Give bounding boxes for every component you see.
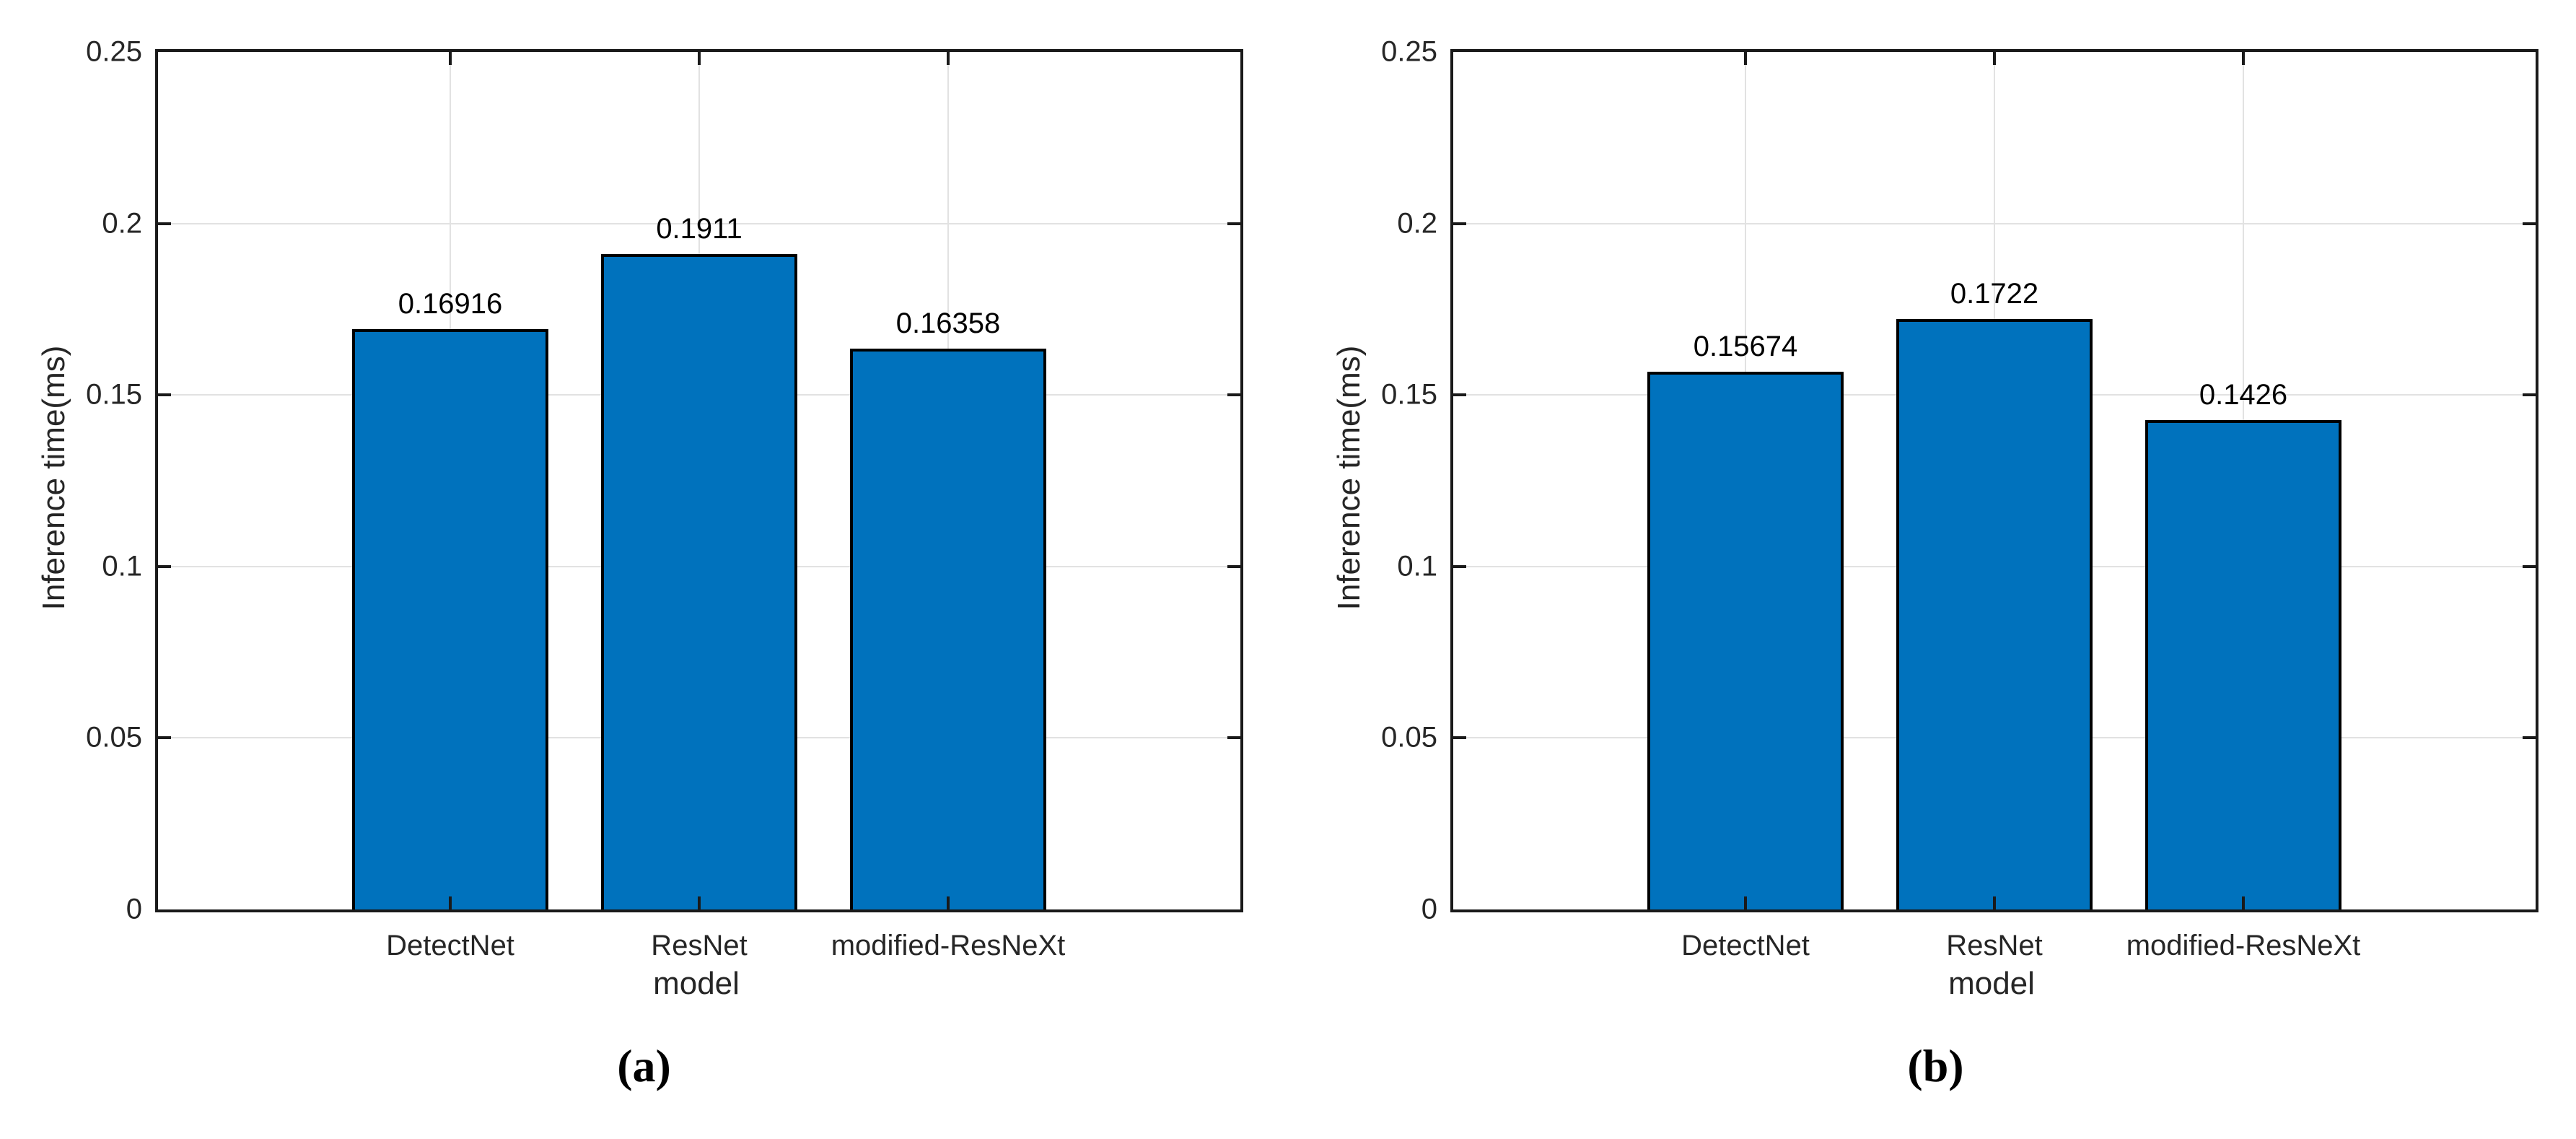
chart-a: Inference time(ms) 0.25 0.2 0.15 0.1 0.05 0 0.…: [36, 36, 1243, 1091]
bar-value-label: 0.1722: [1950, 277, 2039, 310]
y-tick-label: 0.25: [86, 35, 142, 68]
x-tick: [1744, 52, 1747, 65]
bar-value-label: 0.1426: [2199, 379, 2288, 411]
y-tick: [1227, 222, 1240, 225]
x-tick: [2242, 52, 2245, 65]
x-tick-label: ResNet: [1946, 930, 2043, 961]
bar: [850, 348, 1046, 909]
x-tick: [947, 896, 950, 909]
y-tick-label: 0.15: [1381, 378, 1437, 411]
bar-value-label: 0.16916: [398, 288, 503, 320]
x-tick: [947, 52, 950, 65]
y-tick: [1453, 222, 1466, 225]
y-tick-label: 0: [1421, 893, 1437, 925]
y-tick: [1227, 393, 1240, 397]
y-tick-label: 0.1: [102, 550, 142, 582]
x-axis-label: model: [1948, 966, 2035, 1001]
y-tick-label: 0.1: [1397, 550, 1437, 582]
y-tick: [158, 222, 171, 225]
y-tick: [158, 736, 171, 740]
x-tick-label: modified-ResNeXt: [831, 930, 1066, 961]
y-tick-label: 0.15: [86, 378, 142, 411]
y-tick: [1227, 736, 1240, 740]
y-tick: [2523, 564, 2536, 568]
x-tick: [698, 896, 701, 909]
y-tick-label: 0.2: [102, 207, 142, 240]
x-tick: [1744, 896, 1747, 909]
subfigure-caption: (b): [1907, 1040, 1964, 1091]
x-tick-label: ResNet: [651, 930, 748, 961]
subfigure-caption: (a): [617, 1040, 671, 1091]
x-tick: [449, 52, 452, 65]
y-tick: [1453, 564, 1466, 568]
y-tick-label: 0.05: [86, 721, 142, 754]
bar: [2145, 420, 2341, 909]
y-tick: [2523, 736, 2536, 740]
plot-area: 0.25 0.2 0.15 0.1 0.05 0 0.16916 DetectNet 0.191…: [86, 36, 1243, 961]
x-tick: [1993, 52, 1996, 65]
x-tick: [449, 896, 452, 909]
bar-value-label: 0.16358: [895, 307, 1001, 339]
y-tick: [158, 564, 171, 568]
bar-value-label: 0.15674: [1693, 331, 1798, 363]
x-tick: [698, 52, 701, 65]
bar-value-label: 0.1911: [656, 212, 742, 245]
y-tick: [1227, 564, 1240, 568]
bar: [601, 253, 797, 909]
chart-b: Inference time(ms) 0.25 0.2 0.15 0.1 0.05 0 0.…: [1295, 0, 2576, 1139]
x-tick-label: modified-ResNeXt: [2126, 930, 2361, 961]
x-tick: [1993, 896, 1996, 909]
bar: [352, 329, 548, 909]
y-axis-label: Inference time(ms): [36, 345, 71, 611]
x-axis-label: model: [653, 966, 740, 1001]
x-tick-label: DetectNet: [386, 930, 514, 961]
y-tick-label: 0.25: [1381, 35, 1437, 68]
y-tick-label: 0: [126, 893, 142, 925]
bar: [1896, 318, 2093, 909]
plot-area: 0.25 0.2 0.15 0.1 0.05 0 0.15674 DetectNet 0.172…: [1381, 36, 2538, 961]
y-tick: [2523, 222, 2536, 225]
x-tick: [2242, 896, 2245, 909]
y-tick: [1453, 393, 1466, 397]
bar: [1647, 372, 1844, 909]
x-tick-label: DetectNet: [1681, 930, 1810, 961]
y-tick: [1453, 736, 1466, 740]
y-tick: [2523, 393, 2536, 397]
y-tick-label: 0.2: [1397, 207, 1437, 240]
y-axis-label: Inference time(ms): [1331, 345, 1367, 611]
y-tick: [158, 393, 171, 397]
y-tick-label: 0.05: [1381, 721, 1437, 754]
